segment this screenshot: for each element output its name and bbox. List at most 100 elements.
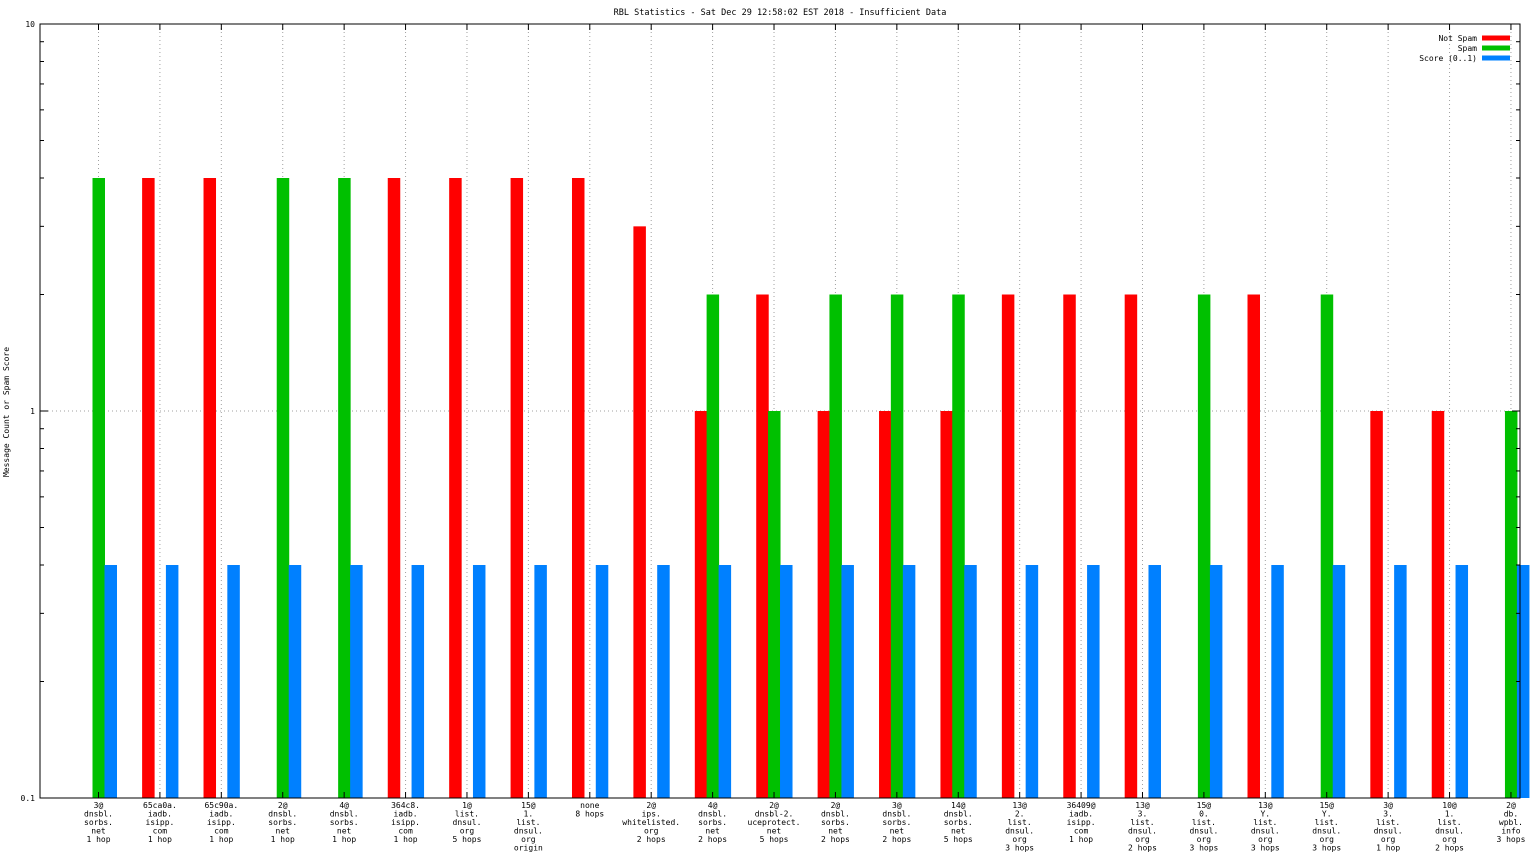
x-tick-label-line: dnsul. [1128, 827, 1157, 836]
bar-score-0-1 [227, 565, 240, 798]
x-tick-label-line: whitelisted. [622, 818, 680, 827]
x-tick-label-line: 2 hops [882, 835, 911, 844]
x-tick-label-line: dnsbl. [882, 810, 911, 819]
x-tick-label-line: org [1135, 835, 1150, 844]
x-tick-label-line: isipp. [1067, 818, 1096, 827]
x-tick-label-line: none [580, 801, 599, 810]
x-tick-label-line: org [1012, 835, 1027, 844]
x-tick-label-line: 8 hops [575, 810, 604, 819]
bar-score-0-1 [1148, 565, 1161, 798]
x-tick-label-line: 3. [1138, 810, 1148, 819]
x-tick-label-line: list. [1315, 818, 1339, 827]
legend-label: Not Spam [1438, 34, 1477, 43]
x-tick-label-line: dnsul. [1189, 827, 1218, 836]
bar-not-spam [879, 411, 892, 798]
x-tick-label-line: org [1381, 835, 1396, 844]
bar-not-spam [1247, 294, 1261, 798]
x-tick-label: 4@ dnsbl. sorbs. net 1 hop [330, 801, 359, 844]
x-tick-label: 364c8. iadb. isipp. com 1 hop [391, 801, 420, 844]
x-tick-label-line: net [337, 827, 352, 836]
x-tick-label-line: 3@ [94, 801, 104, 810]
x-tick-label-line: dnsbl. [944, 810, 973, 819]
x-tick-label-line: 3 hops [1496, 835, 1525, 844]
bar-spam [338, 178, 351, 798]
ticks-layer: 0.1 1 10 [21, 20, 1520, 803]
x-tick-label-line: 15@ [1319, 801, 1334, 810]
x-tick-label: 2@ dnsbl-2. uceprotect. net 5 hops [748, 801, 801, 844]
bar-score-0-1 [104, 565, 117, 798]
bar-not-spam [142, 178, 155, 798]
bars-layer [92, 178, 1530, 799]
x-tick-label-line: 1 hop [1376, 844, 1400, 853]
bar-spam [276, 178, 290, 798]
x-tick-label-line: dnsbl. [268, 810, 297, 819]
x-tick-label: none 8 hops [575, 801, 604, 819]
x-tick-label-line: sorbs. [821, 818, 850, 827]
bar-not-spam [571, 178, 585, 798]
x-tick-label: 1@ list. dnsul. org 5 hops [453, 801, 482, 844]
bar-score-0-1 [165, 565, 179, 798]
x-tick-label-line: sorbs. [698, 818, 727, 827]
bar-score-0-1 [780, 565, 793, 798]
bar-not-spam [449, 178, 462, 798]
x-tick-label-line: 5 hops [944, 835, 973, 844]
bar-spam [1504, 411, 1518, 798]
x-tick-label-line: list. [455, 810, 479, 819]
x-tick-label-line: sorbs. [882, 818, 911, 827]
x-tick-label-line: 2 hops [1128, 844, 1157, 853]
x-tick-label-line: 2@ [831, 801, 841, 810]
bar-not-spam [694, 411, 708, 798]
x-tick-label-line: 14@ [951, 801, 966, 810]
x-tick-label-line: list. [1376, 818, 1400, 827]
bar-not-spam [817, 411, 831, 798]
x-tick-label-line: 3 hops [1312, 844, 1341, 853]
x-tick-label-line: 15@ [521, 801, 536, 810]
bar-score-0-1 [411, 565, 425, 798]
x-tick-label-line: 1@ [462, 801, 472, 810]
legend-swatch [1482, 55, 1510, 61]
legend-swatch [1482, 35, 1510, 41]
x-tick-label: 2@ dnsbl. sorbs. net 2 hops [821, 801, 850, 844]
y-axis-label: Message Count or Spam Score [2, 347, 11, 477]
x-tick-label-line: org [1319, 835, 1334, 844]
x-tick-label-line: Y. [1260, 810, 1270, 819]
x-tick-label: 15@ 0. list. dnsul. org 3 hops [1189, 801, 1218, 853]
x-tick-label-line: 4@ [339, 801, 349, 810]
x-tick-label-line: org [1197, 835, 1212, 844]
x-tick-label-line: 5 hops [760, 835, 789, 844]
x-tick-label-line: org [644, 827, 659, 836]
x-tick-label-line: Y. [1322, 810, 1332, 819]
x-tick-label-line: sorbs. [944, 818, 973, 827]
bar-score-0-1 [718, 565, 732, 798]
x-tick-label: 3@ dnsbl. sorbs. net 2 hops [882, 801, 911, 844]
bar-not-spam [1063, 294, 1076, 798]
bar-score-0-1 [1455, 565, 1469, 798]
x-tick-label: 2@ db. wpbl. info 3 hops [1496, 801, 1525, 844]
x-tick-label: 13@ 2. list. dnsul. org 3 hops [1005, 801, 1034, 853]
x-tick-label-line: 2@ [1506, 801, 1516, 810]
x-tick-label-line: 13@ [1012, 801, 1027, 810]
x-tick-label-line: dnsbl. [698, 810, 727, 819]
x-tick-label-line: org [1258, 835, 1273, 844]
x-tick-label: 15@ Y. list. dnsul. org 3 hops [1312, 801, 1341, 853]
x-tick-label-line: wpbl. [1499, 818, 1523, 827]
x-tick-label-line: 65ca0a. [143, 801, 177, 810]
y-tick-label: 10 [25, 20, 35, 29]
bar-score-0-1 [1332, 565, 1346, 798]
x-tick-label-line: info [1501, 827, 1520, 836]
bar-not-spam [1370, 411, 1383, 798]
x-tick-label-line: org [521, 835, 536, 844]
x-tick-label-line: dnsul. [1435, 827, 1464, 836]
x-tick-label-line: 36409@ [1067, 801, 1096, 810]
x-tick-label-line: iadb. [1069, 810, 1093, 819]
bar-score-0-1 [1087, 565, 1100, 798]
x-tick-label-line: 3 hops [1251, 844, 1280, 853]
x-tick-label-line: com [153, 827, 168, 836]
bar-score-0-1 [1271, 565, 1284, 798]
x-tick-label-line: 1 hop [1069, 835, 1093, 844]
x-tick-label: 3@ dnsbl. sorbs. net 1 hop [84, 801, 113, 844]
x-tick-label-line: 1 hop [209, 835, 233, 844]
x-tick-label: 65ca0a. iadb. isipp. com 1 hop [143, 801, 177, 844]
